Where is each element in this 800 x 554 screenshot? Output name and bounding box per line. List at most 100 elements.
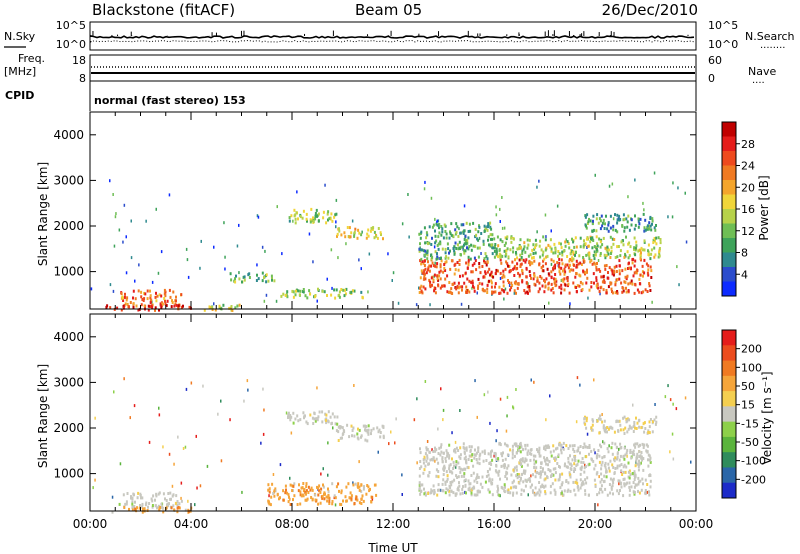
echo-cell [502, 451, 504, 455]
echo-cell [501, 240, 504, 244]
scatter-echo [123, 203, 126, 207]
echo-cell [592, 459, 595, 463]
echo-cell [616, 255, 619, 259]
echo-region [267, 482, 378, 507]
echo-cell [557, 250, 560, 253]
scatter-echo [220, 459, 223, 463]
echo-cell [494, 243, 497, 246]
echo-cell [580, 465, 583, 469]
echo-cell [599, 245, 602, 249]
echo-cell [611, 478, 614, 482]
echo-cell [341, 436, 343, 440]
echo-cell [327, 410, 330, 414]
echo-cell [649, 485, 652, 489]
echo-cell [501, 254, 504, 258]
echo-cell [525, 275, 528, 279]
echo-cell [434, 446, 436, 450]
echo-cell [420, 465, 423, 469]
echo-cell [442, 270, 445, 274]
echo-cell [579, 274, 582, 278]
echo-cell [333, 415, 336, 419]
echo-cell [286, 491, 289, 495]
scatter-echo [504, 287, 507, 291]
cpid-text: normal (fast stereo) 153 [94, 94, 246, 107]
echo-cell [517, 445, 519, 449]
echo-cell [445, 232, 448, 236]
echo-cell [614, 283, 617, 287]
echo-cell [520, 257, 523, 261]
scatter-echo [651, 300, 653, 304]
echo-cell [504, 442, 506, 446]
echo-cell [634, 483, 637, 487]
echo-cell [543, 485, 546, 489]
echo-cell [578, 254, 581, 258]
echo-cell [525, 458, 528, 462]
scatter-echo [672, 402, 674, 406]
scatter-echo [262, 432, 265, 436]
echo-cell [564, 244, 567, 248]
echo-cell [446, 474, 449, 478]
scatter-echo [241, 490, 243, 494]
echo-cell [544, 238, 547, 242]
echo-cell [484, 252, 487, 256]
echo-cell [486, 291, 489, 294]
echo-cell [477, 230, 480, 234]
echo-cell [538, 287, 541, 291]
echo-cell [143, 297, 146, 301]
echo-cell [501, 458, 504, 462]
echo-cell [458, 258, 461, 262]
echo-cell [335, 288, 338, 292]
echo-cell [229, 272, 232, 276]
echo-cell [638, 480, 640, 484]
echo-cell [354, 497, 357, 501]
echo-cell [462, 232, 465, 235]
echo-cell [154, 308, 156, 312]
echo-cell [340, 489, 343, 493]
echo-cell [362, 487, 365, 491]
echo-cell [318, 484, 321, 488]
echo-cell [619, 454, 622, 458]
scatter-echo [646, 490, 648, 494]
scatter-echo [426, 440, 429, 443]
echo-cell [350, 290, 353, 294]
echo-cell [506, 477, 508, 481]
echo-cell [290, 214, 293, 218]
echo-cell [569, 252, 572, 256]
echo-cell [175, 303, 178, 307]
echo-cell [424, 287, 427, 291]
echo-cell [423, 253, 426, 257]
echo-cell [372, 427, 375, 431]
scatter-echo [667, 384, 669, 388]
echo-cell [626, 430, 629, 434]
echo-cell [360, 290, 363, 294]
echo-cell [473, 256, 476, 260]
echo-cell [289, 414, 292, 417]
scatter-echo [236, 244, 239, 248]
echo-cell [312, 220, 315, 223]
echo-cell [637, 217, 640, 221]
echo-cell [632, 481, 635, 484]
echo-cell [338, 295, 341, 299]
echo-cell [470, 270, 473, 274]
scatter-echo [361, 230, 363, 234]
echo-cell [157, 504, 160, 508]
echo-cell [302, 209, 305, 213]
echo-cell [632, 490, 635, 494]
y-tick-label: 3000 [53, 173, 84, 187]
echo-cell [444, 277, 447, 281]
echo-cell [566, 489, 569, 493]
echo-cell [459, 446, 462, 450]
echo-cell [604, 267, 607, 271]
echo-cell [473, 479, 476, 483]
echo-cell [299, 502, 302, 506]
echo-cell [447, 247, 450, 251]
y-tick-label: 2000 [53, 219, 84, 233]
echo-cell [633, 227, 636, 231]
echo-cell [208, 305, 211, 309]
echo-cell [499, 253, 502, 257]
echo-cell [341, 426, 344, 430]
scatter-echo [200, 239, 202, 243]
echo-cell [491, 478, 494, 482]
y-tick-label: 4000 [53, 330, 84, 344]
echo-cell [434, 264, 437, 268]
